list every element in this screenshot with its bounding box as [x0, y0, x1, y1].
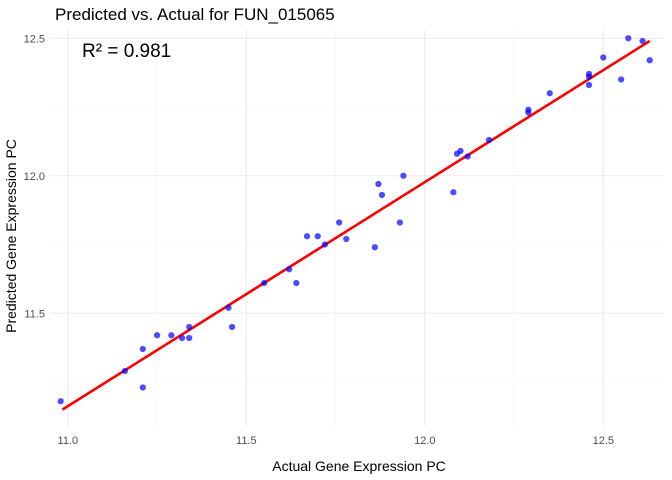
data-point: [464, 153, 471, 160]
data-point: [400, 172, 407, 179]
data-point: [375, 180, 382, 188]
x-tick-label: 11.0: [58, 435, 79, 447]
regression-line: [61, 39, 651, 411]
data-point: [600, 54, 607, 61]
x-tick-labels: 11.0 11.5 12.0 12.5: [58, 435, 614, 447]
data-point: [139, 384, 146, 391]
x-tick-label: 12.0: [414, 435, 435, 447]
points-group: [57, 35, 653, 405]
y-tick-label: 11.5: [24, 308, 45, 320]
grid: [50, 30, 664, 426]
data-point: [121, 367, 129, 375]
y-tick-label: 12.0: [24, 171, 45, 183]
data-point: [457, 147, 464, 155]
data-point: [168, 332, 175, 339]
data-point: [314, 233, 321, 240]
x-tick-label: 12.5: [593, 435, 614, 447]
data-point: [186, 323, 193, 331]
data-point: [485, 136, 493, 144]
x-tick-label: 11.5: [236, 435, 257, 447]
chart-title: Predicted vs. Actual for FUN_015065: [55, 5, 335, 24]
data-point: [186, 334, 193, 342]
data-point: [378, 191, 386, 199]
data-point: [450, 189, 457, 196]
data-point: [396, 219, 403, 226]
data-point: [546, 90, 553, 97]
y-tick-labels: 11.5 12.0 12.5: [24, 33, 45, 320]
data-point: [286, 266, 293, 273]
data-point: [225, 304, 232, 311]
data-point: [153, 332, 161, 339]
data-point: [139, 345, 146, 353]
fit-line-group: [61, 39, 651, 411]
data-point: [293, 279, 300, 287]
r-squared-annotation: R² = 0.981: [82, 41, 171, 62]
data-point: [321, 241, 328, 248]
x-axis-title: Actual Gene Expression PC: [272, 458, 446, 474]
data-point: [57, 398, 64, 405]
data-point: [646, 57, 653, 64]
data-point: [228, 323, 236, 331]
data-point: [178, 334, 186, 342]
y-axis-title: Predicted Gene Expression PC: [3, 139, 19, 333]
data-point: [525, 106, 532, 113]
data-point: [625, 35, 632, 42]
data-point: [618, 76, 625, 83]
data-point: [371, 244, 378, 251]
data-point: [336, 219, 343, 226]
data-point: [261, 279, 268, 287]
y-tick-label: 12.5: [24, 33, 45, 45]
data-point: [343, 235, 350, 243]
data-point: [585, 81, 593, 89]
data-point: [303, 233, 311, 240]
data-point: [585, 73, 593, 80]
data-point: [639, 37, 646, 45]
